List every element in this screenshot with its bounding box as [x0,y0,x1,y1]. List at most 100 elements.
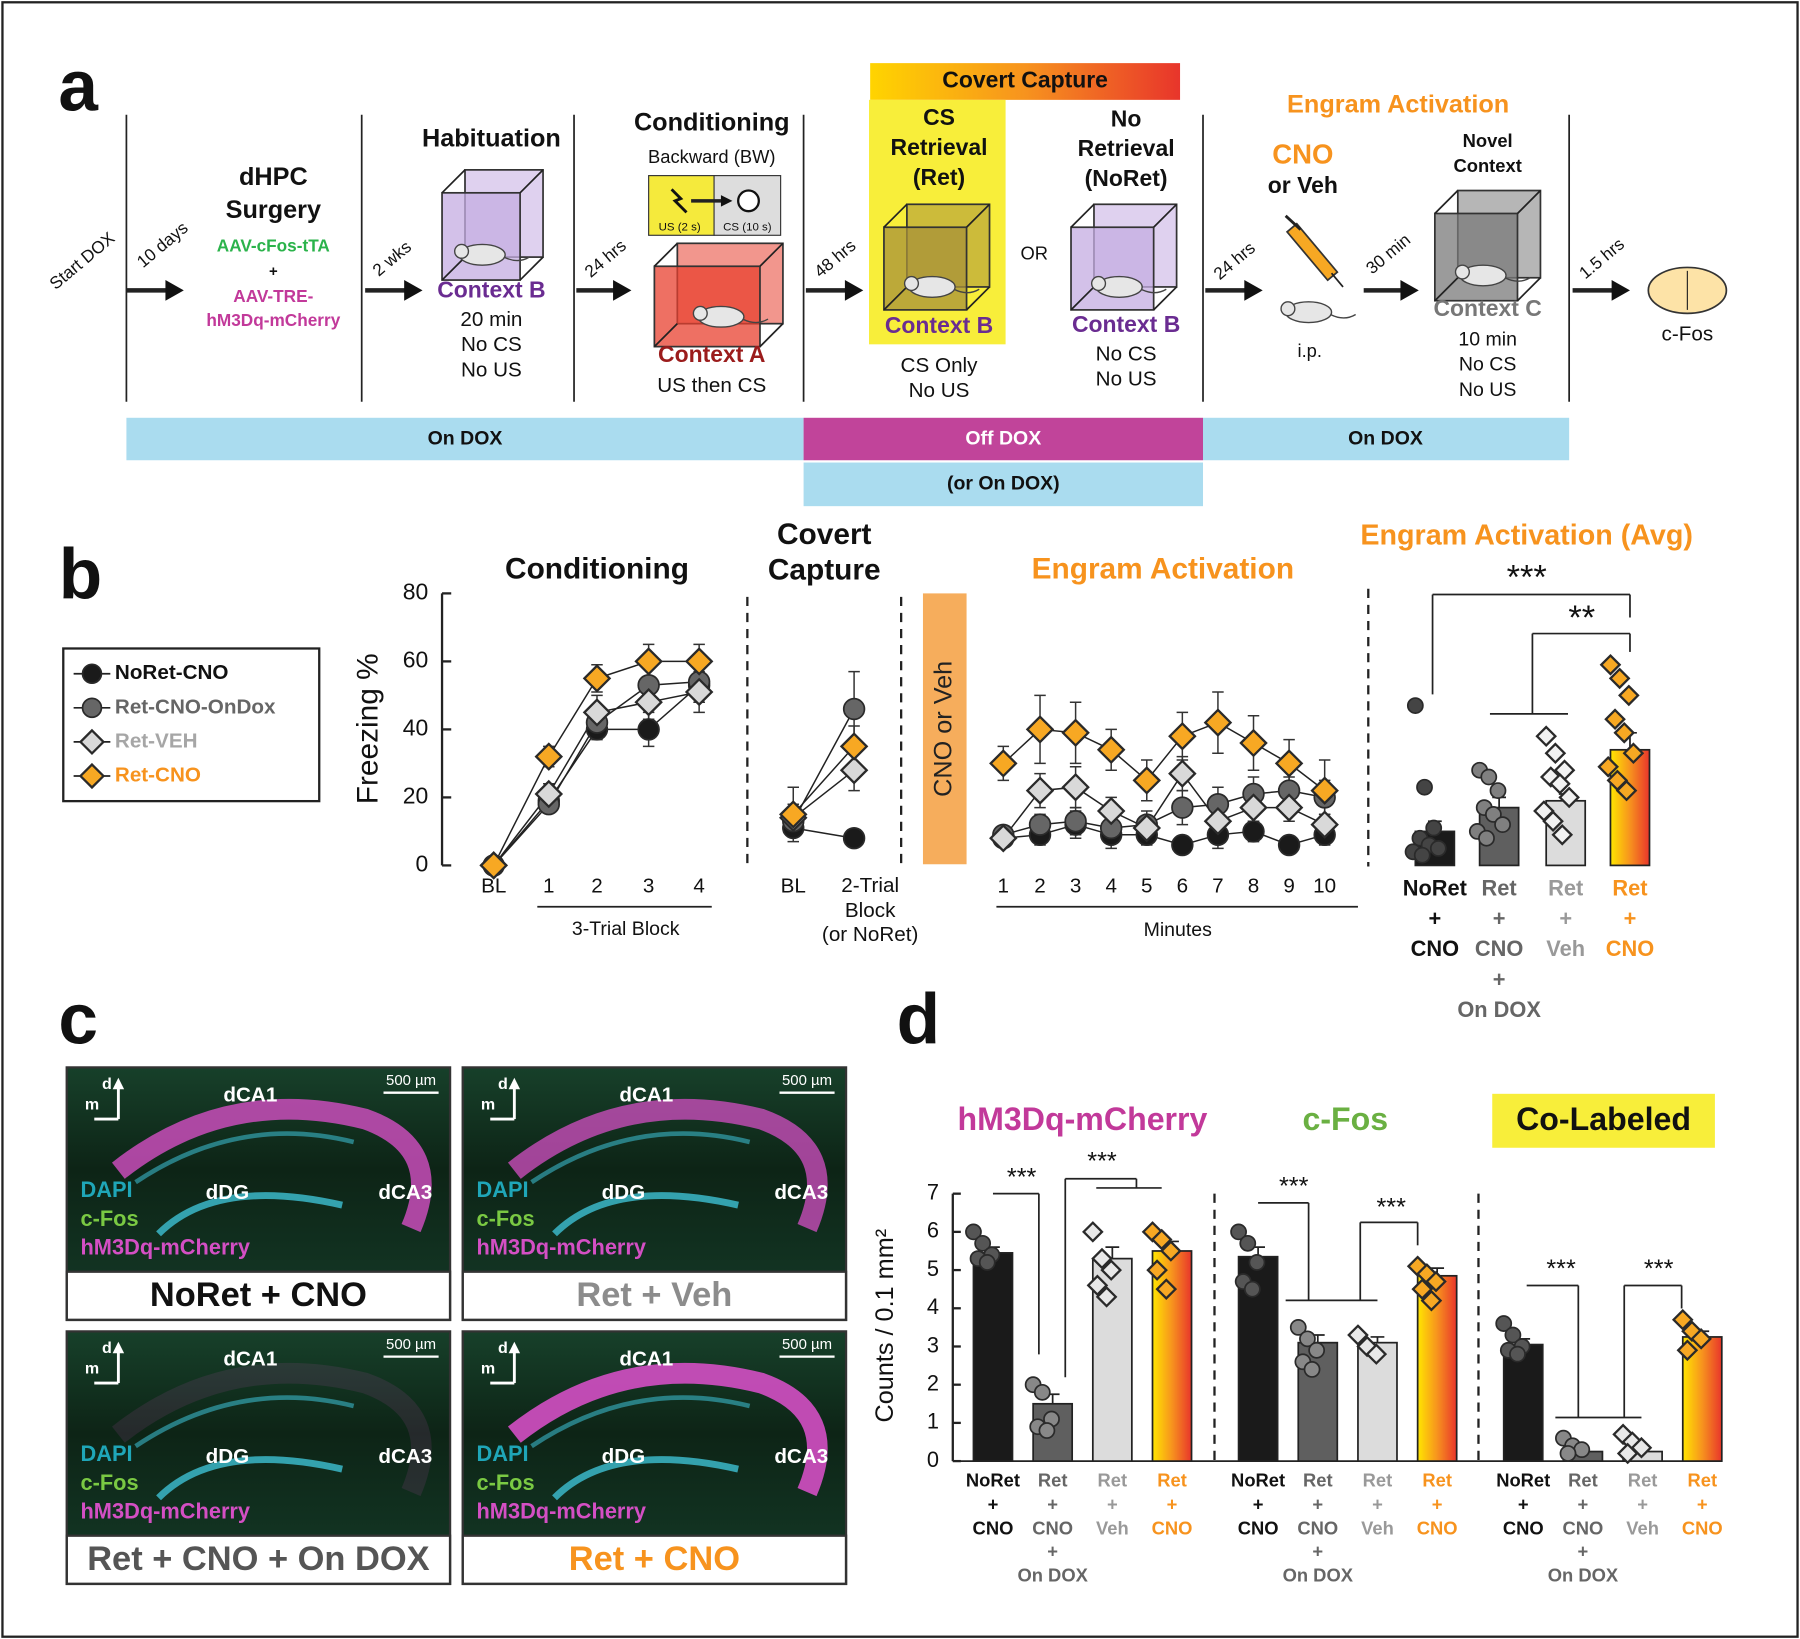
data-point [1535,725,1557,748]
data-point [1690,1328,1712,1350]
text-block: 20 min No CS No US [460,307,523,381]
section-title: Engram Activation [1287,90,1509,118]
x-tick-label: Ret + CNO + On DOX [1017,1471,1088,1587]
tile-border [461,1066,848,1322]
condition-label: Ret + Veh [576,1276,732,1314]
region-label: dDG [602,1445,646,1468]
region-label: dDG [602,1181,646,1204]
cube-edge [965,286,991,311]
region-label: dDG [206,1181,250,1204]
significance-label: *** [1087,1147,1117,1175]
text-block: Ret + Veh [1361,1471,1394,1538]
data-point [1671,1308,1694,1331]
significance-label: *** [1376,1193,1406,1221]
text-block: Ret + CNO + On DOX [1283,1471,1353,1586]
text-block: No CS No US [1095,342,1157,391]
dg-layer [552,1456,739,1501]
cube-edge [1434,277,1459,302]
y-tick-label: 40 [403,714,429,740]
mouse-head [1280,301,1296,317]
significance-label: *** [1644,1255,1674,1283]
arrow-head [1611,280,1630,301]
cube-edge [1070,203,1095,228]
text-block: CS Only No US [901,354,978,402]
x-tick-label: Ret + Veh [1095,1471,1129,1539]
data-point [1622,742,1645,765]
y-tick-label: 2 [927,1370,939,1395]
tile-border [461,1330,848,1586]
protocol-label: Backward (BW) [648,146,776,167]
step-title: Novel Context [1453,131,1522,177]
data-point [779,800,808,829]
text-block: NoRet + CNO [1231,1471,1286,1539]
condition-label: NoRet + CNO [150,1276,367,1314]
region-label: dCA3 [378,1445,432,1468]
data-point [1038,1422,1056,1439]
cube-edge [1434,189,1459,215]
data-point [1061,772,1090,802]
x-tick-label: NoRet + CNO [1231,1471,1286,1539]
data-point [1310,810,1339,839]
data-point [1061,718,1090,748]
ca-layer-inner [134,1395,355,1449]
caption-box [65,1270,452,1322]
data-point [1203,708,1233,737]
ca-layer [507,1098,828,1233]
data-point [1544,742,1567,765]
legend-label: Ret-VEH [115,729,198,752]
data-point [1132,766,1162,795]
data-point [1168,759,1197,788]
x-tick-label: 9 [1283,875,1294,898]
context-label: Context B [437,277,545,303]
data-point [1239,728,1268,758]
data-point [1155,1278,1178,1300]
virus-label: AAV-cFos-tTA [217,235,330,255]
data-point [1509,1345,1526,1363]
context-label: Context B [885,312,993,338]
context-label: Context B [1072,311,1180,337]
caption-box [461,1534,848,1586]
dox-label: (or On DOX) [947,473,1060,495]
data-point [1132,813,1162,843]
banner-label: Covert Capture [942,67,1108,93]
data-point [1676,1339,1699,1362]
cube-edge [441,256,466,281]
y-tick-label: 0 [416,850,429,876]
text-block: 2-Trial Block (or NoRet) [822,873,918,946]
cube-edge [883,203,908,228]
data-point [1495,1315,1513,1332]
condition-label: Ret + CNO [569,1540,740,1578]
step-details: 20 min No CS No US [460,307,523,381]
intervention-box [922,593,967,865]
text-block: AAV-TRE- hM3Dq-mCherry [206,287,340,331]
step-title: Conditioning [634,109,790,137]
dox-label: On DOX [1348,428,1423,450]
x-tick-label: Ret + CNO + On DOX [1547,1471,1619,1587]
significance-label: *** [1507,559,1547,597]
text-block: Ret + CNO [1682,1471,1723,1538]
arrow-head [404,280,423,301]
mouse-tail [1330,313,1357,319]
data-point [1242,820,1265,843]
y-tick-label: 5 [927,1256,939,1281]
text-block: Ret + Veh [1546,877,1585,962]
step-details: No CS No US [1095,342,1157,391]
step-details: US then CS [657,374,766,397]
x-tick-label: NoRet + CNO [1496,1471,1551,1539]
data-point [839,732,869,761]
text-block: dHPC Surgery [226,162,321,224]
or-label: OR [1021,243,1049,264]
data-point [1489,782,1507,799]
region-label: dCA1 [223,1348,277,1371]
text-block: NoRet + CNO [1403,877,1467,962]
data-point [1171,833,1194,857]
data-point [1096,735,1126,765]
data-point [1239,793,1268,822]
chart-title: c-Fos [1302,1101,1388,1137]
orientation-label: m [481,1360,495,1378]
drug-label: or Veh [1268,172,1338,198]
stimulus-label: US (2 s) [659,221,701,233]
mouse-tail [1504,277,1531,282]
data-point [1274,793,1304,822]
data-point [1429,840,1447,857]
